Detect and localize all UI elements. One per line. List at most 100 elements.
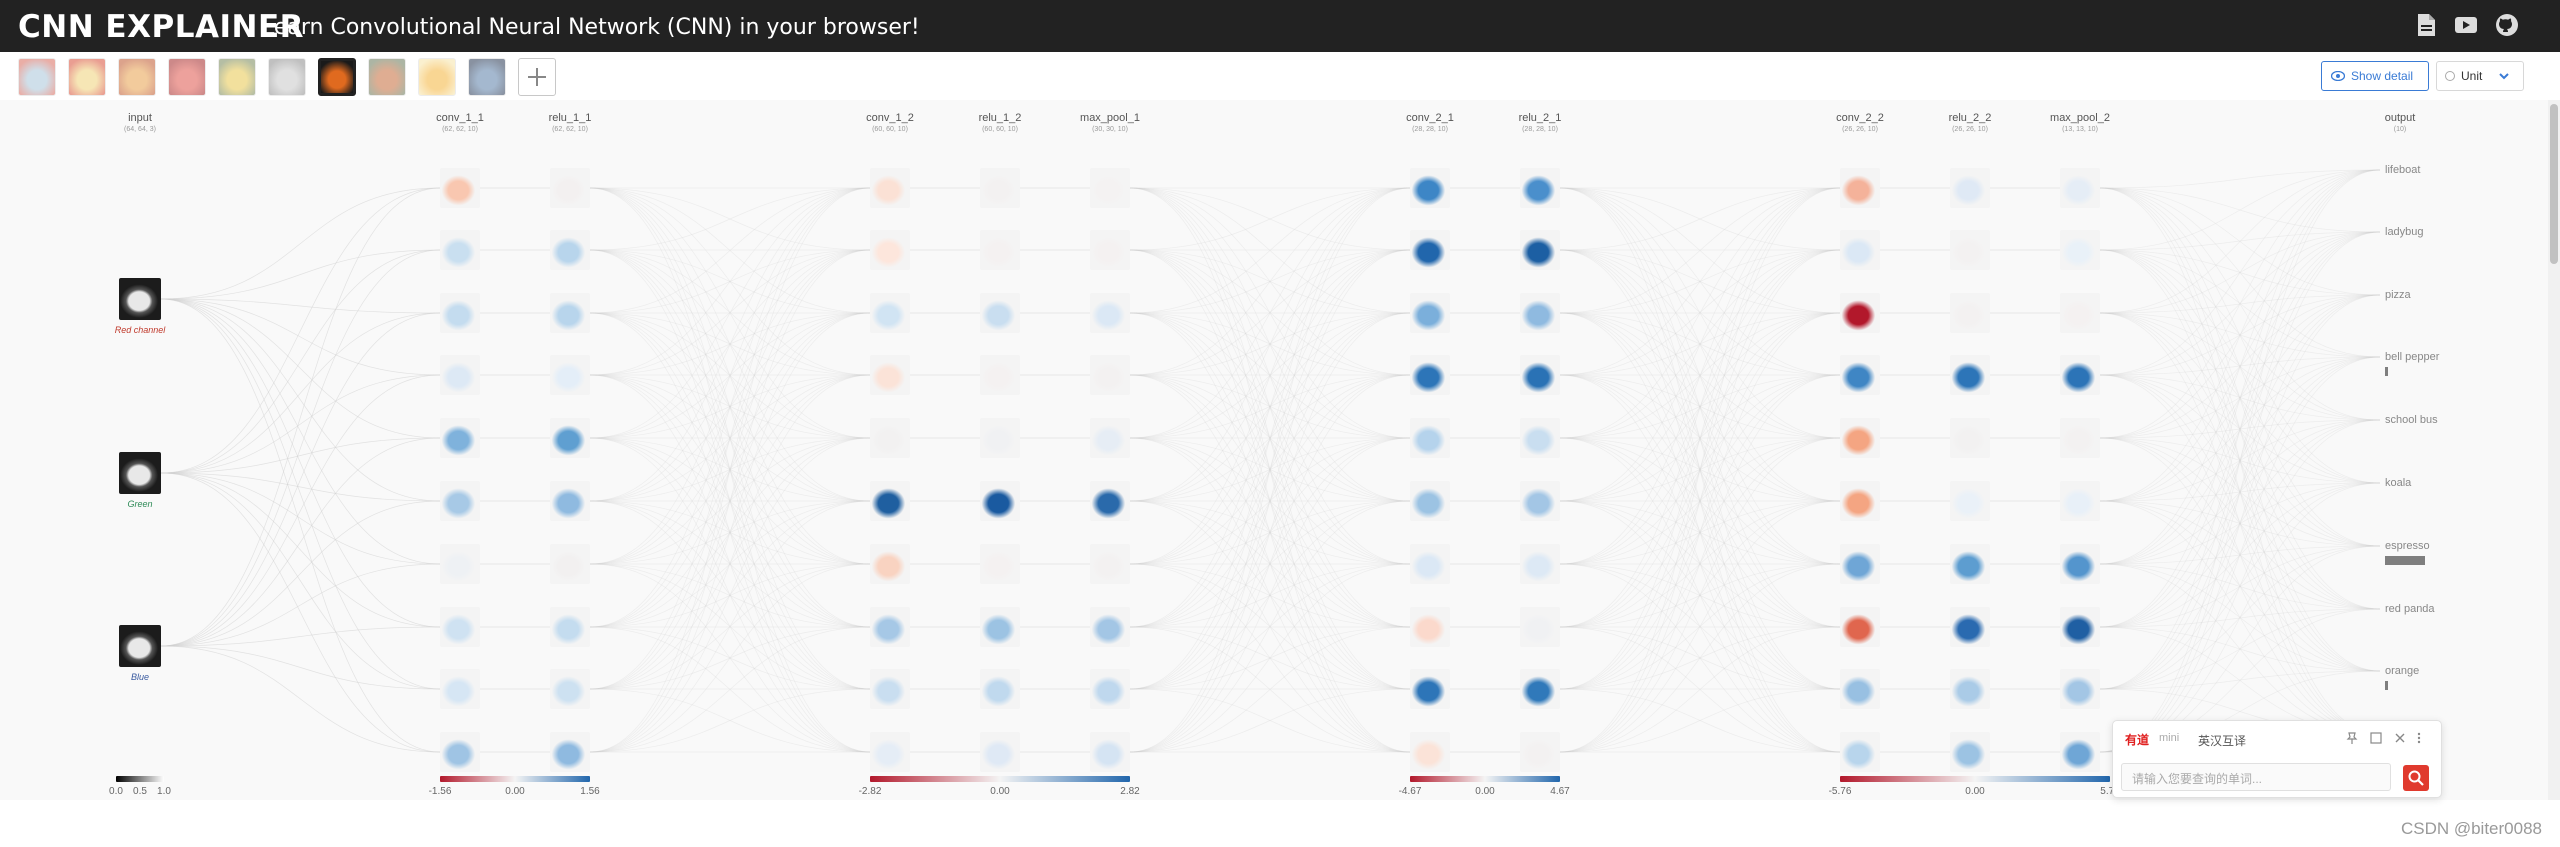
node-relu_2_2-1[interactable] — [1950, 168, 1990, 208]
scrollbar-thumb[interactable] — [2550, 104, 2558, 264]
node-conv_2_2-7[interactable] — [1840, 544, 1880, 584]
node-relu_2_1-2[interactable] — [1520, 230, 1560, 270]
node-max_pool_2-5[interactable] — [2060, 418, 2100, 458]
output-label[interactable]: espresso — [2385, 540, 2430, 552]
node-max_pool_1-2[interactable] — [1090, 230, 1130, 270]
close-icon[interactable] — [2393, 731, 2407, 745]
node-relu_1_1-9[interactable] — [550, 669, 590, 709]
node-conv_2_1-5[interactable] — [1410, 418, 1450, 458]
node-conv_2_2-2[interactable] — [1840, 230, 1880, 270]
node-relu_1_1-3[interactable] — [550, 293, 590, 333]
node-max_pool_1-7[interactable] — [1090, 544, 1130, 584]
node-conv_2_1-10[interactable] — [1410, 732, 1450, 772]
vertical-scrollbar[interactable] — [2548, 100, 2560, 800]
show-detail-button[interactable]: Show detail — [2321, 61, 2429, 91]
node-relu_1_1-2[interactable] — [550, 230, 590, 270]
node-conv_1_2-6[interactable] — [870, 481, 910, 521]
input-channel-2[interactable] — [119, 452, 161, 494]
node-relu_1_2-10[interactable] — [980, 732, 1020, 772]
node-conv_2_1-8[interactable] — [1410, 607, 1450, 647]
translate-mode-dropdown[interactable]: 英汉互译 — [2198, 734, 2247, 748]
node-max_pool_1-3[interactable] — [1090, 293, 1130, 333]
add-image-button[interactable] — [518, 58, 556, 96]
node-conv_1_1-8[interactable] — [440, 607, 480, 647]
node-relu_1_1-8[interactable] — [550, 607, 590, 647]
node-relu_2_2-2[interactable] — [1950, 230, 1990, 270]
node-max_pool_1-8[interactable] — [1090, 607, 1130, 647]
node-max_pool_2-3[interactable] — [2060, 293, 2100, 333]
node-relu_2_1-1[interactable] — [1520, 168, 1560, 208]
thumbnail-espresso[interactable] — [318, 58, 356, 96]
node-conv_1_2-5[interactable] — [870, 418, 910, 458]
thumbnail-orange[interactable] — [418, 58, 456, 96]
node-max_pool_1-1[interactable] — [1090, 168, 1130, 208]
node-max_pool_2-2[interactable] — [2060, 230, 2100, 270]
node-conv_2_1-6[interactable] — [1410, 481, 1450, 521]
node-conv_2_1-3[interactable] — [1410, 293, 1450, 333]
node-conv_2_2-10[interactable] — [1840, 732, 1880, 772]
github-icon[interactable] — [2494, 12, 2520, 38]
node-conv_1_2-1[interactable] — [870, 168, 910, 208]
node-max_pool_1-10[interactable] — [1090, 732, 1130, 772]
output-label[interactable]: pizza — [2385, 289, 2411, 301]
unit-dropdown[interactable]: Unit — [2436, 61, 2524, 91]
thumbnail-sport-car[interactable] — [468, 58, 506, 96]
output-label[interactable]: koala — [2385, 477, 2412, 489]
node-relu_2_2-6[interactable] — [1950, 481, 1990, 521]
node-relu_1_2-3[interactable] — [980, 293, 1020, 333]
input-channel-1[interactable] — [119, 278, 161, 320]
node-conv_1_1-4[interactable] — [440, 355, 480, 395]
node-conv_2_2-8[interactable] — [1840, 607, 1880, 647]
node-max_pool_2-4[interactable] — [2060, 355, 2100, 395]
thumbnail-red-panda[interactable] — [368, 58, 406, 96]
maximize-icon[interactable] — [2369, 731, 2383, 745]
node-conv_1_2-9[interactable] — [870, 669, 910, 709]
node-conv_1_2-8[interactable] — [870, 607, 910, 647]
node-relu_2_1-7[interactable] — [1520, 544, 1560, 584]
node-max_pool_1-6[interactable] — [1090, 481, 1130, 521]
node-conv_2_1-7[interactable] — [1410, 544, 1450, 584]
node-conv_2_1-2[interactable] — [1410, 230, 1450, 270]
node-conv_1_2-3[interactable] — [870, 293, 910, 333]
node-conv_1_2-4[interactable] — [870, 355, 910, 395]
node-relu_2_2-4[interactable] — [1950, 355, 1990, 395]
thumbnail-koala[interactable] — [268, 58, 306, 96]
node-conv_2_1-1[interactable] — [1410, 168, 1450, 208]
node-conv_2_2-4[interactable] — [1840, 355, 1880, 395]
node-relu_2_1-5[interactable] — [1520, 418, 1560, 458]
thumbnail-ladybug[interactable] — [68, 58, 106, 96]
node-max_pool_2-1[interactable] — [2060, 168, 2100, 208]
node-relu_1_1-6[interactable] — [550, 481, 590, 521]
node-conv_2_1-4[interactable] — [1410, 355, 1450, 395]
node-relu_2_1-6[interactable] — [1520, 481, 1560, 521]
more-icon[interactable] — [2415, 731, 2423, 745]
youtube-icon[interactable] — [2453, 12, 2479, 38]
node-max_pool_2-7[interactable] — [2060, 544, 2100, 584]
node-conv_2_2-5[interactable] — [1840, 418, 1880, 458]
node-relu_2_2-9[interactable] — [1950, 669, 1990, 709]
dictionary-search-input[interactable]: 请输入您要查询的单词... — [2121, 763, 2391, 791]
node-max_pool_2-10[interactable] — [2060, 732, 2100, 772]
node-conv_2_2-1[interactable] — [1840, 168, 1880, 208]
node-conv_1_1-6[interactable] — [440, 481, 480, 521]
output-label[interactable]: school bus — [2385, 414, 2438, 426]
node-max_pool_2-6[interactable] — [2060, 481, 2100, 521]
thumbnail-pizza[interactable] — [118, 58, 156, 96]
node-relu_2_1-10[interactable] — [1520, 732, 1560, 772]
node-relu_1_1-1[interactable] — [550, 168, 590, 208]
node-max_pool_2-9[interactable] — [2060, 669, 2100, 709]
node-conv_1_1-3[interactable] — [440, 293, 480, 333]
output-label[interactable]: lifeboat — [2385, 164, 2421, 176]
node-relu_2_1-8[interactable] — [1520, 607, 1560, 647]
thumbnail-school-bus[interactable] — [218, 58, 256, 96]
output-label[interactable]: ladybug — [2385, 226, 2424, 238]
node-max_pool_1-4[interactable] — [1090, 355, 1130, 395]
node-relu_2_2-3[interactable] — [1950, 293, 1990, 333]
node-relu_2_1-3[interactable] — [1520, 293, 1560, 333]
node-conv_1_1-2[interactable] — [440, 230, 480, 270]
node-relu_2_1-4[interactable] — [1520, 355, 1560, 395]
node-relu_1_1-10[interactable] — [550, 732, 590, 772]
node-relu_2_2-8[interactable] — [1950, 607, 1990, 647]
node-relu_2_1-9[interactable] — [1520, 669, 1560, 709]
node-conv_1_1-7[interactable] — [440, 544, 480, 584]
